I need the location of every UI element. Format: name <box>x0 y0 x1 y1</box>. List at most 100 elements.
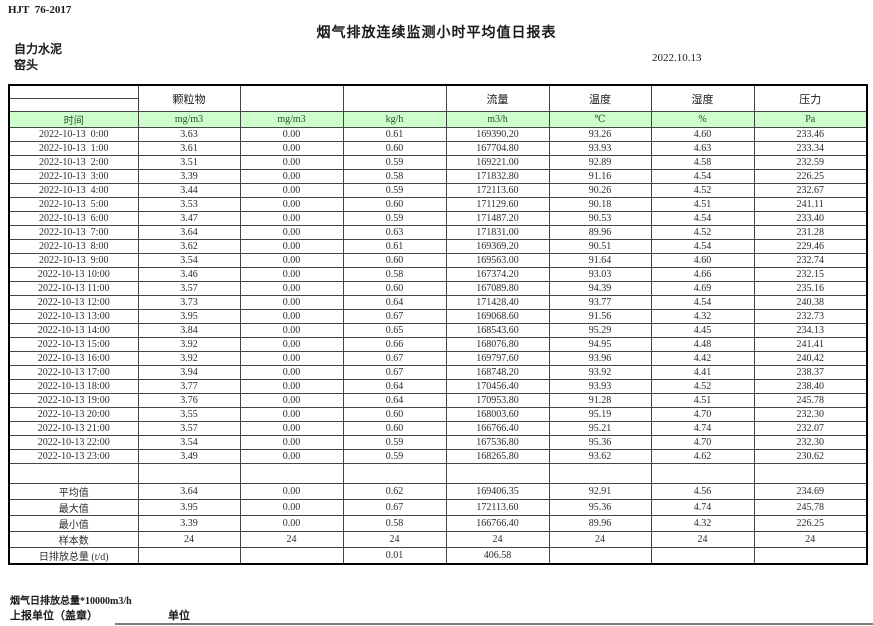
summary-label: 平均值 <box>8 483 139 500</box>
cell-value: 0.60 <box>342 421 447 436</box>
unit-cell: ℃ <box>548 111 652 128</box>
cell-value: 3.61 <box>137 141 241 156</box>
cell-value: 0.59 <box>342 183 447 198</box>
header-time-bottom-cell <box>8 98 139 112</box>
cell-value: 91.56 <box>548 309 652 324</box>
col-header-temperature: 温度 <box>548 84 652 112</box>
cell-value: 3.54 <box>137 253 241 268</box>
cell-value: 168003.60 <box>445 407 550 422</box>
cell-time: 2022-10-13 17:00 <box>8 365 139 380</box>
spacer-row <box>8 463 868 484</box>
cell-value: 4.60 <box>650 253 755 268</box>
cell-value: 90.26 <box>548 183 652 198</box>
summary-row: 日排放总量 (t/d) 0.01 406.58 <box>8 547 868 565</box>
cell-value: 3.92 <box>137 351 241 366</box>
cell-value: 167536.80 <box>445 435 550 450</box>
cell-value: 168076.80 <box>445 337 550 352</box>
table-row: 2022-10-13 8:00 3.62 0.00 0.61 169369.20 90.5… <box>8 239 868 254</box>
table-row: 2022-10-13 16:00 3.92 0.00 0.67 169797.60 93.… <box>8 351 868 366</box>
table-row: 2022-10-13 21:00 3.57 0.00 0.60 166766.40 95.… <box>8 421 868 436</box>
cell-time: 2022-10-13 7:00 <box>8 225 139 240</box>
cell-value: 238.37 <box>753 365 868 380</box>
col-header-humidity: 湿度 <box>650 84 755 112</box>
cell-time: 2022-10-13 4:00 <box>8 183 139 198</box>
cell-value: 0.00 <box>239 295 344 310</box>
cell-value: 0.00 <box>239 141 344 156</box>
cell-value: 4.54 <box>650 211 755 226</box>
spacer-cell <box>753 463 868 484</box>
cell-value: 95.21 <box>548 421 652 436</box>
cell-value: 0.00 <box>239 323 344 338</box>
summary-label: 样本数 <box>8 531 139 548</box>
spacer-cell <box>342 463 447 484</box>
cell-value: 95.36 <box>548 435 652 450</box>
spacer-cell <box>650 463 755 484</box>
cell-value: 93.26 <box>548 127 652 142</box>
summary-value: 234.69 <box>753 483 868 500</box>
cell-value: 3.49 <box>137 449 241 464</box>
cell-value: 0.59 <box>342 155 447 170</box>
col-header-blank <box>239 84 344 112</box>
summary-value: 0.00 <box>239 515 344 532</box>
monitoring-table: 颗粒物 流量 温度 湿度 压力 时间 mg/m3 mg/m3 kg/h m3/h ℃% Pa 2022… <box>8 84 868 565</box>
summary-value <box>137 547 241 565</box>
cell-value: 0.00 <box>239 407 344 422</box>
cell-value: 4.52 <box>650 225 755 240</box>
cell-value: 3.84 <box>137 323 241 338</box>
cell-value: 245.78 <box>753 393 868 408</box>
report-date: 2022.10.13 <box>652 52 702 64</box>
summary-value: 4.56 <box>650 483 755 500</box>
cell-value: 4.54 <box>650 169 755 184</box>
summary-row: 样本数 24 24 24 24 24 24 24 <box>8 531 868 548</box>
summary-value: 166766.40 <box>445 515 550 532</box>
summary-row: 最大值 3.95 0.00 0.67 172113.60 95.36 4.74 245.78 <box>8 499 868 516</box>
cell-value: 167089.80 <box>445 281 550 296</box>
summary-value: 226.25 <box>753 515 868 532</box>
cell-time: 2022-10-13 5:00 <box>8 197 139 212</box>
monitor-location: 窑头 <box>14 58 39 72</box>
cell-value: 4.74 <box>650 421 755 436</box>
cell-time: 2022-10-13 20:00 <box>8 407 139 422</box>
summary-value: 0.01 <box>342 547 447 565</box>
cell-value: 3.47 <box>137 211 241 226</box>
cell-value: 4.45 <box>650 323 755 338</box>
cell-value: 234.13 <box>753 323 868 338</box>
cell-value: 0.00 <box>239 379 344 394</box>
cell-value: 4.54 <box>650 295 755 310</box>
table-row: 2022-10-13 7:00 3.64 0.00 0.63 171831.00 89.9… <box>8 225 868 240</box>
cell-value: 4.62 <box>650 449 755 464</box>
cell-value: 0.00 <box>239 211 344 226</box>
cell-value: 91.64 <box>548 253 652 268</box>
cell-value: 0.00 <box>239 253 344 268</box>
cell-value: 167374.20 <box>445 267 550 282</box>
summary-label: 最小值 <box>8 515 139 532</box>
summary-value: 95.36 <box>548 499 652 516</box>
cell-value: 90.53 <box>548 211 652 226</box>
cell-value: 171129.60 <box>445 197 550 212</box>
cell-value: 3.46 <box>137 267 241 282</box>
cell-value: 91.28 <box>548 393 652 408</box>
cell-value: 0.67 <box>342 365 447 380</box>
footnote-reporting-unit: 上报单位（盖章） <box>10 610 98 622</box>
cell-time: 2022-10-13 14:00 <box>8 323 139 338</box>
cell-value: 0.00 <box>239 127 344 142</box>
company-name: 自力水泥 <box>14 42 63 56</box>
cell-time: 2022-10-13 15:00 <box>8 337 139 352</box>
cell-value: 3.39 <box>137 169 241 184</box>
cell-value: 0.64 <box>342 295 447 310</box>
cell-value: 169797.60 <box>445 351 550 366</box>
cell-value: 232.74 <box>753 253 868 268</box>
summary-value: 0.00 <box>239 483 344 500</box>
cell-value: 4.48 <box>650 337 755 352</box>
cell-value: 241.41 <box>753 337 868 352</box>
cell-value: 3.95 <box>137 309 241 324</box>
cell-value: 3.55 <box>137 407 241 422</box>
summary-value <box>548 547 652 565</box>
cell-value: 0.00 <box>239 393 344 408</box>
summary-value: 0.00 <box>239 499 344 516</box>
footnote-unit: 单位 <box>168 610 190 622</box>
table-row: 2022-10-13 13:00 3.95 0.00 0.67 169068.60 91.… <box>8 309 868 324</box>
cell-time: 2022-10-13 11:00 <box>8 281 139 296</box>
spacer-cell <box>548 463 652 484</box>
cell-time: 2022-10-13 1:00 <box>8 141 139 156</box>
